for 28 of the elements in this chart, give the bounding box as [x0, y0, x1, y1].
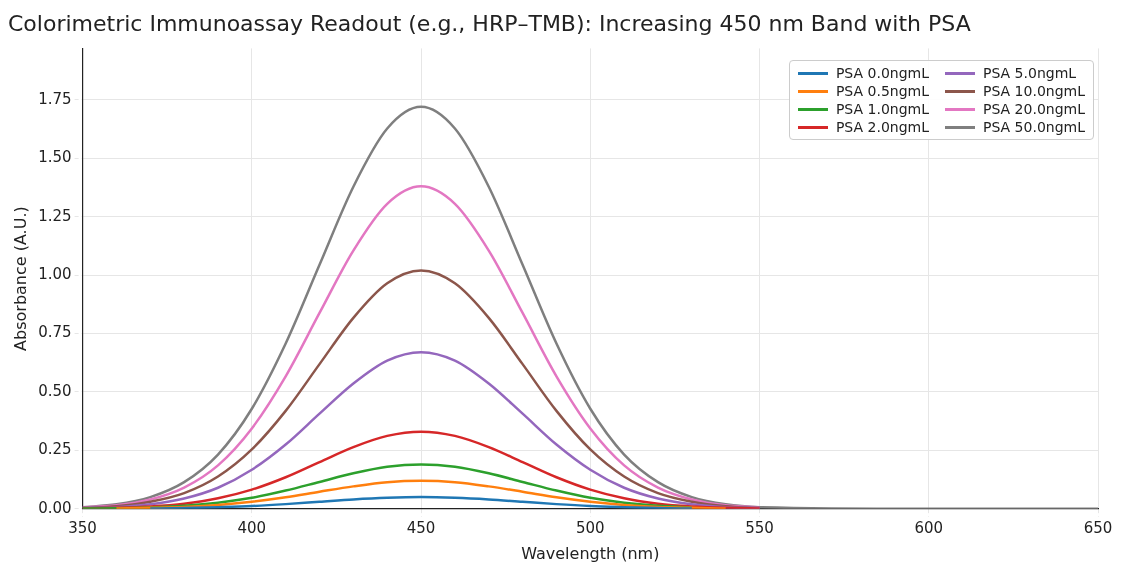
x-tick-label: 550	[745, 518, 774, 537]
legend-label: PSA 2.0ngmL	[835, 119, 929, 135]
line-series	[82, 185, 761, 509]
x-axis-title: Wavelength (nm)	[521, 543, 660, 563]
y-tick-label: 0.00	[38, 498, 72, 517]
x-tick-label: 500	[575, 518, 605, 537]
y-tick-label: 0.75	[38, 323, 72, 342]
y-tick-label: 0.25	[38, 440, 72, 459]
legend-label: PSA 0.0ngmL	[835, 65, 929, 81]
y-tick-label: 0.50	[38, 381, 72, 400]
legend-label: PSA 10.0ngmL	[983, 83, 1085, 99]
legend-label: PSA 50.0ngmL	[983, 119, 1085, 135]
y-tick-label: 1.00	[38, 264, 72, 283]
x-tick-label: 350	[68, 518, 97, 537]
x-tick-label: 650	[1083, 518, 1113, 537]
y-axis-title: Absorbance (A.U.)	[10, 206, 30, 351]
chart-title: Colorimetric Immunoassay Readout (e.g., HRP–TMB): Increasing 450 nm Band with PSA	[8, 10, 971, 36]
legend-label: PSA 1.0ngmL	[835, 101, 929, 117]
y-tick-label: 1.50	[38, 148, 72, 167]
line-series	[149, 495, 694, 509]
x-tick-label: 450	[406, 518, 436, 537]
y-tick-label: 1.75	[38, 89, 72, 108]
legend-label: PSA 5.0ngmL	[983, 65, 1077, 81]
legend-label: PSA 20.0ngmL	[983, 101, 1085, 117]
x-tick-label: 600	[914, 518, 944, 537]
x-tick-label: 400	[237, 518, 267, 537]
y-tick-label: 1.25	[38, 206, 72, 225]
legend-label: PSA 0.5ngmL	[835, 83, 929, 99]
